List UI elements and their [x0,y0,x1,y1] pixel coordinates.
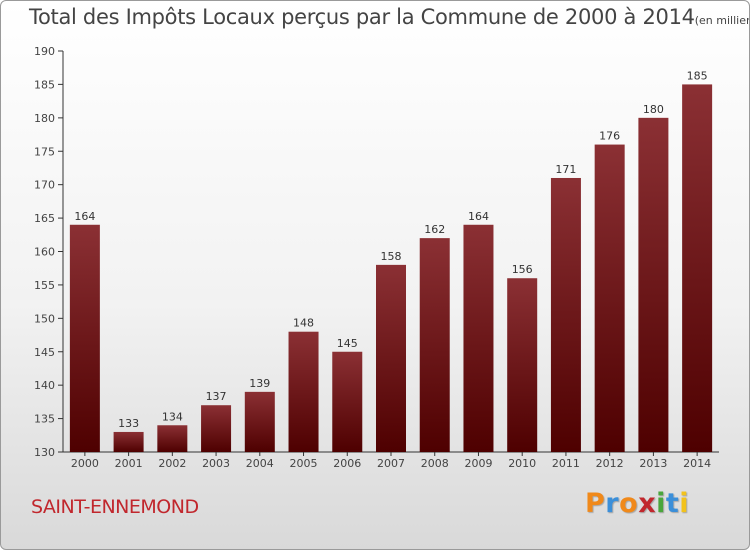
bar-2000 [69,224,100,452]
y-tick-label: 140 [34,379,55,392]
brand-letter: o [619,488,639,519]
chart-title: Total des Impôts Locaux perçus par la Co… [29,5,695,29]
data-label: 158 [381,250,402,263]
brand-letter: r [605,488,620,519]
y-tick-label: 170 [34,179,55,192]
y-tick-label: 135 [34,413,55,426]
data-label: 162 [424,223,445,236]
commune-name: SAINT-ENNEMOND [31,496,199,518]
x-tick-label: 2002 [158,457,186,470]
data-label: 156 [512,263,533,276]
proxiti-logo[interactable]: Proxiti [585,488,689,519]
bar-2002 [157,425,188,452]
y-tick-label: 165 [34,212,55,225]
brand-letter: P [585,488,606,519]
bar-2011 [550,177,581,452]
y-tick-label: 175 [34,145,55,158]
data-label: 148 [293,317,314,330]
data-label: 164 [74,210,95,223]
brand-letter: i [656,488,666,519]
bar-2006 [332,351,363,452]
data-label: 133 [118,417,139,430]
x-tick-label: 2007 [377,457,405,470]
data-label: 176 [599,130,620,143]
bar-2001 [113,431,144,452]
x-tick-label: 2013 [639,457,667,470]
x-tick-label: 2000 [71,457,99,470]
bar-2003 [201,405,232,452]
x-tick-label: 2014 [683,457,711,470]
bar-2009 [463,224,494,452]
data-label: 164 [468,210,489,223]
y-tick-label: 185 [34,78,55,91]
unit-label: (en milliers d'€) [694,14,749,27]
bar-2012 [594,144,625,453]
x-tick-label: 2012 [596,457,624,470]
bar-2007 [376,264,406,452]
chart-title-block: Total des Impôts Locaux perçus par la Co… [29,5,749,29]
bar-2004 [244,391,275,452]
y-tick-label: 150 [34,312,55,325]
data-label: 134 [162,410,183,423]
data-label: 171 [555,163,576,176]
y-tick-label: 180 [34,112,55,125]
x-tick-label: 2010 [508,457,536,470]
x-tick-label: 2008 [421,457,449,470]
brand-letter: i [679,488,690,519]
brand-letter: x [638,488,657,519]
brand-letter: t [665,488,680,519]
y-tick-label: 155 [34,279,55,292]
data-label: 185 [687,69,708,82]
y-tick-label: 160 [34,246,55,259]
data-label: 139 [249,377,270,390]
data-label: 137 [206,390,227,403]
data-label: 145 [337,337,358,350]
y-tick-label: 190 [34,45,55,58]
x-tick-label: 2009 [464,457,492,470]
bar-2005 [288,331,319,452]
bar-2008 [419,238,450,452]
bar-2014 [682,84,713,453]
y-tick-label: 130 [34,446,55,459]
x-tick-label: 2004 [246,457,274,470]
bar-2010 [507,278,538,452]
x-tick-label: 2006 [333,457,361,470]
data-label: 180 [643,103,664,116]
x-tick-label: 2001 [115,457,143,470]
bar-2013 [638,117,669,452]
x-tick-label: 2003 [202,457,230,470]
x-tick-label: 2005 [290,457,318,470]
x-tick-label: 2011 [552,457,580,470]
y-tick-label: 145 [34,346,55,359]
